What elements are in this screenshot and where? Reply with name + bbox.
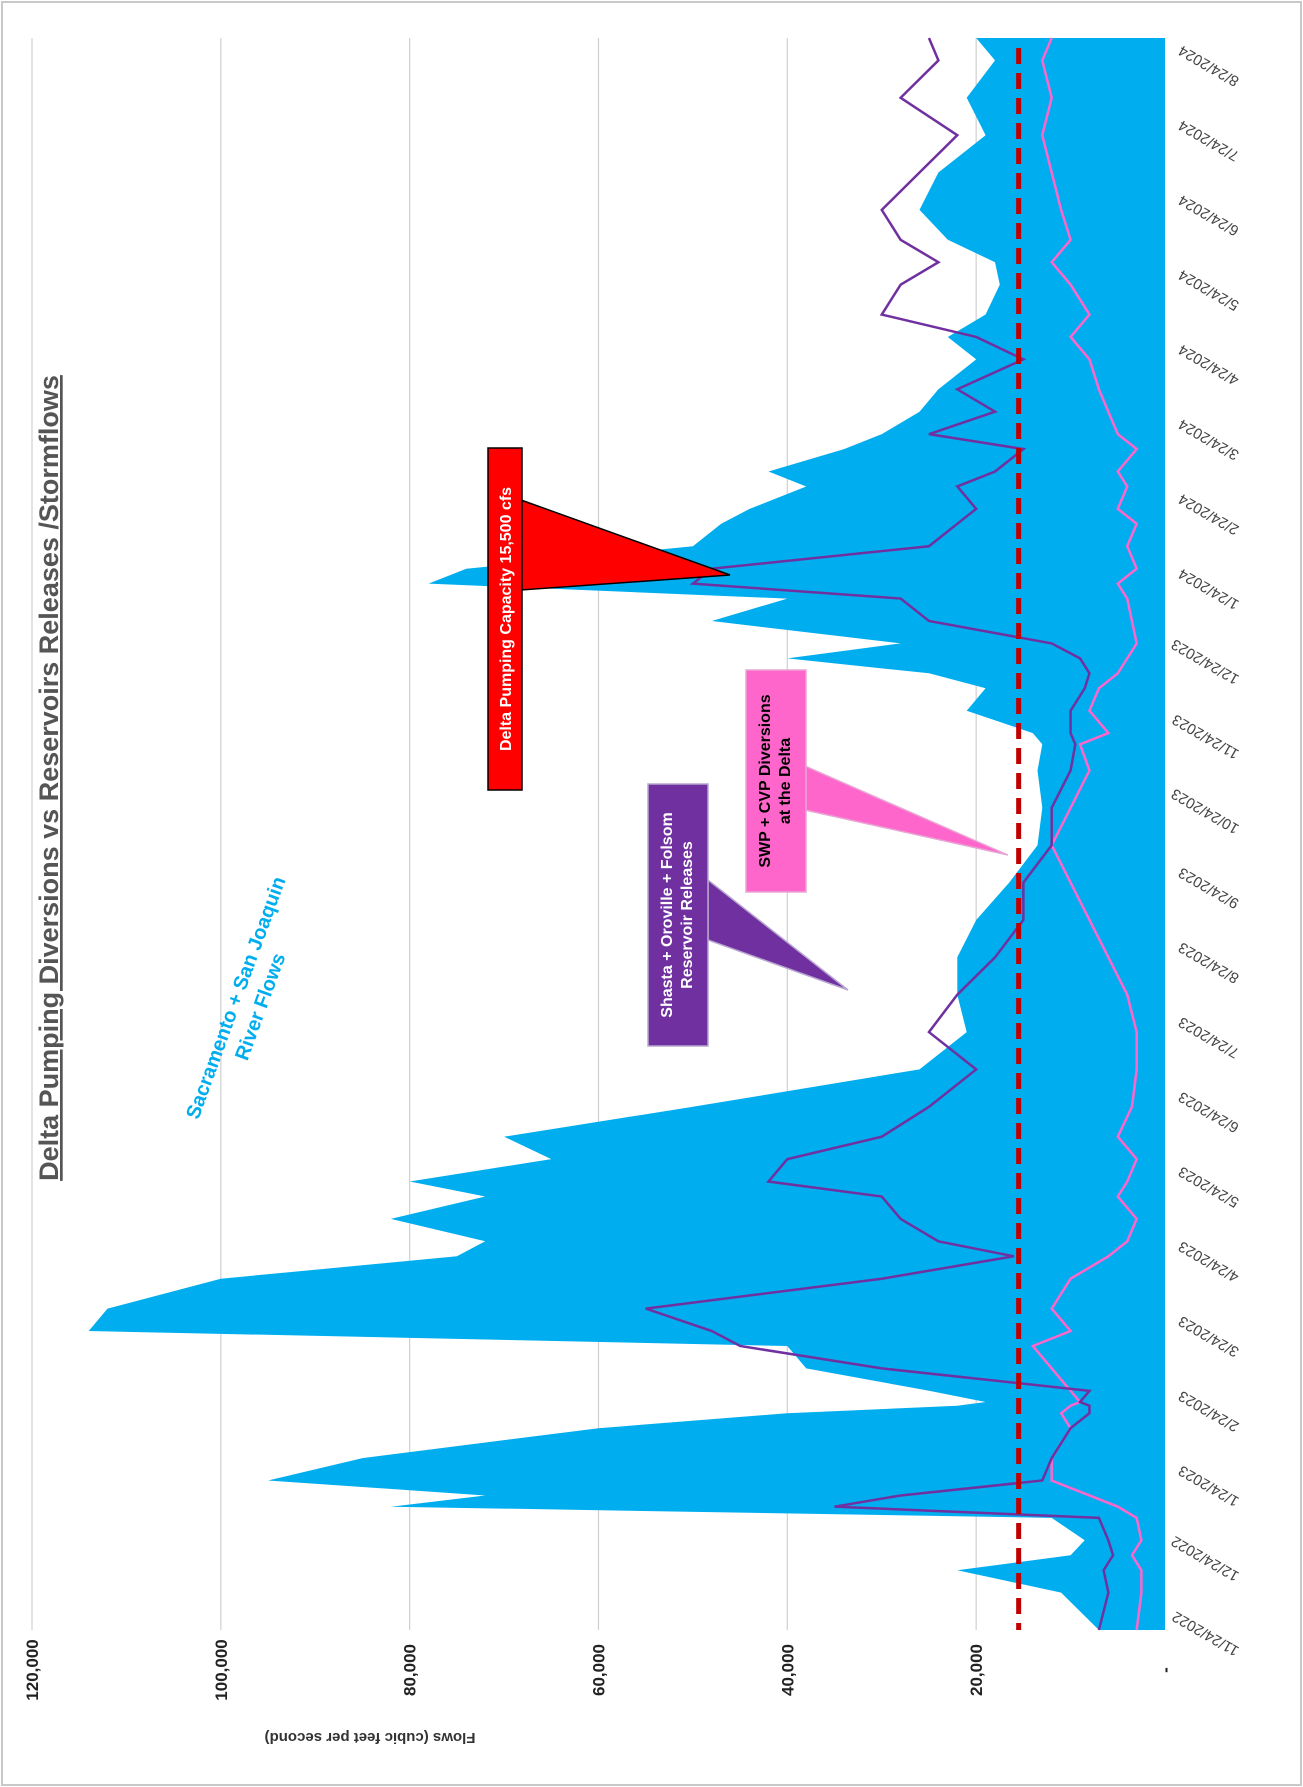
- y-tick-label: 20,000: [967, 1644, 986, 1696]
- capacity-callout-box: [487, 447, 523, 791]
- chart-title: Delta Pumping Diversions vs Reservoirs R…: [34, 375, 64, 1181]
- diversions-callout-box: [745, 669, 807, 893]
- river-flow-area-shape: [88, 38, 1166, 1630]
- capacity-callout: Delta Pumping Capacity 15,500 cfs: [487, 447, 731, 791]
- river-flow-area: [88, 38, 1166, 1630]
- y-axis-ticks: - 20,000 40,000 60,000 80,000 100,000 120,000: [23, 1639, 1175, 1700]
- reservoir-callout-line2: Reservoir Releases: [679, 841, 696, 989]
- y-tick-label: 100,000: [212, 1639, 231, 1700]
- reservoir-callout-box: [647, 783, 709, 1047]
- diversions-callout: SWP + CVP Diversions at the Delta: [745, 669, 1009, 893]
- reservoir-callout-line1: Shasta + Oroville + Folsom: [659, 812, 676, 1017]
- y-tick-label: 60,000: [590, 1644, 609, 1696]
- plot-area: [31, 37, 1166, 1631]
- reservoir-line: [645, 37, 1115, 1631]
- y-axis-title: Flows (cubic feet per second): [265, 1729, 476, 1746]
- y-tick-label: 80,000: [401, 1644, 420, 1696]
- y-tick-label: 40,000: [778, 1644, 797, 1696]
- series-lines: [645, 37, 1143, 1631]
- diversions-callout-line2: at the Delta: [777, 738, 794, 824]
- diversions-callout-line1: SWP + CVP Diversions: [757, 694, 774, 867]
- y-tick-label: 120,000: [23, 1639, 42, 1700]
- capacity-callout-text: Delta Pumping Capacity 15,500 cfs: [498, 487, 515, 751]
- y-tick-label: -: [1156, 1667, 1175, 1673]
- reservoir-callout: Shasta + Oroville + Folsom Reservoir Rel…: [647, 783, 849, 1047]
